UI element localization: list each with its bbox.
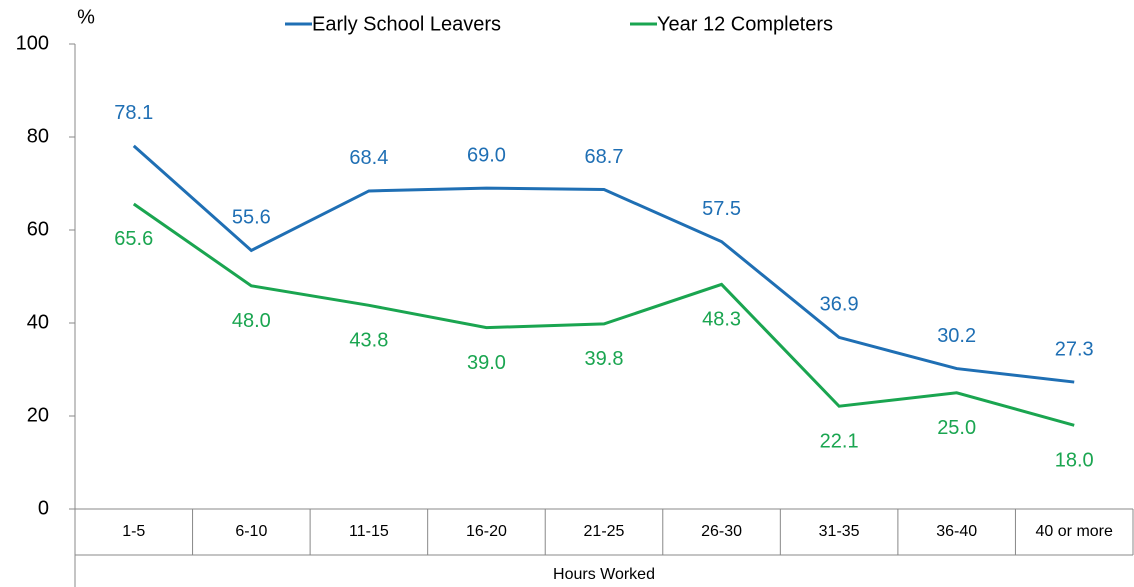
data-label: 39.8	[585, 348, 624, 370]
data-label: 65.6	[114, 228, 153, 250]
series-line	[132, 144, 1075, 384]
legend-label: Year 12 Completers	[657, 13, 833, 35]
x-tick-label: 16-20	[466, 523, 507, 540]
data-label: 78.1	[114, 102, 153, 124]
legend-label: Early School Leavers	[312, 13, 501, 35]
x-tick-label: 40 or more	[1036, 523, 1113, 540]
data-label: 69.0	[467, 144, 506, 166]
data-label: 39.0	[467, 352, 506, 374]
y-tick-label: 80	[27, 125, 49, 147]
y-tick-label: 60	[27, 218, 49, 240]
data-label: 48.0	[232, 310, 271, 332]
x-tick-label: 26-30	[701, 523, 742, 540]
x-tick-label: 31-35	[819, 523, 860, 540]
data-label: 36.9	[820, 294, 859, 316]
data-label: 48.3	[702, 309, 741, 331]
x-tick-label: 36-40	[936, 523, 977, 540]
data-label: 22.1	[820, 431, 859, 453]
data-label: 43.8	[349, 330, 388, 352]
data-label: 68.7	[585, 146, 624, 168]
y-tick-label: 0	[38, 497, 49, 519]
y-tick-label: 100	[16, 32, 49, 54]
data-label: 55.6	[232, 207, 271, 229]
data-label: 27.3	[1055, 338, 1094, 360]
y-tick-label: 20	[27, 404, 49, 426]
data-label: 18.0	[1055, 450, 1094, 472]
x-tick-label: 21-25	[584, 523, 625, 540]
data-label: 57.5	[702, 198, 741, 220]
x-tick-label: 1-5	[122, 523, 145, 540]
x-tick-label: 6-10	[235, 523, 267, 540]
y-tick-label: 40	[27, 311, 49, 333]
y-axis-label: %	[77, 6, 95, 28]
data-label: 30.2	[937, 325, 976, 347]
data-label: 68.4	[349, 147, 388, 169]
data-label: 25.0	[937, 417, 976, 439]
series-line	[132, 202, 1075, 427]
x-axis-label: Hours Worked	[553, 566, 655, 583]
x-tick-label: 11-15	[349, 523, 389, 540]
